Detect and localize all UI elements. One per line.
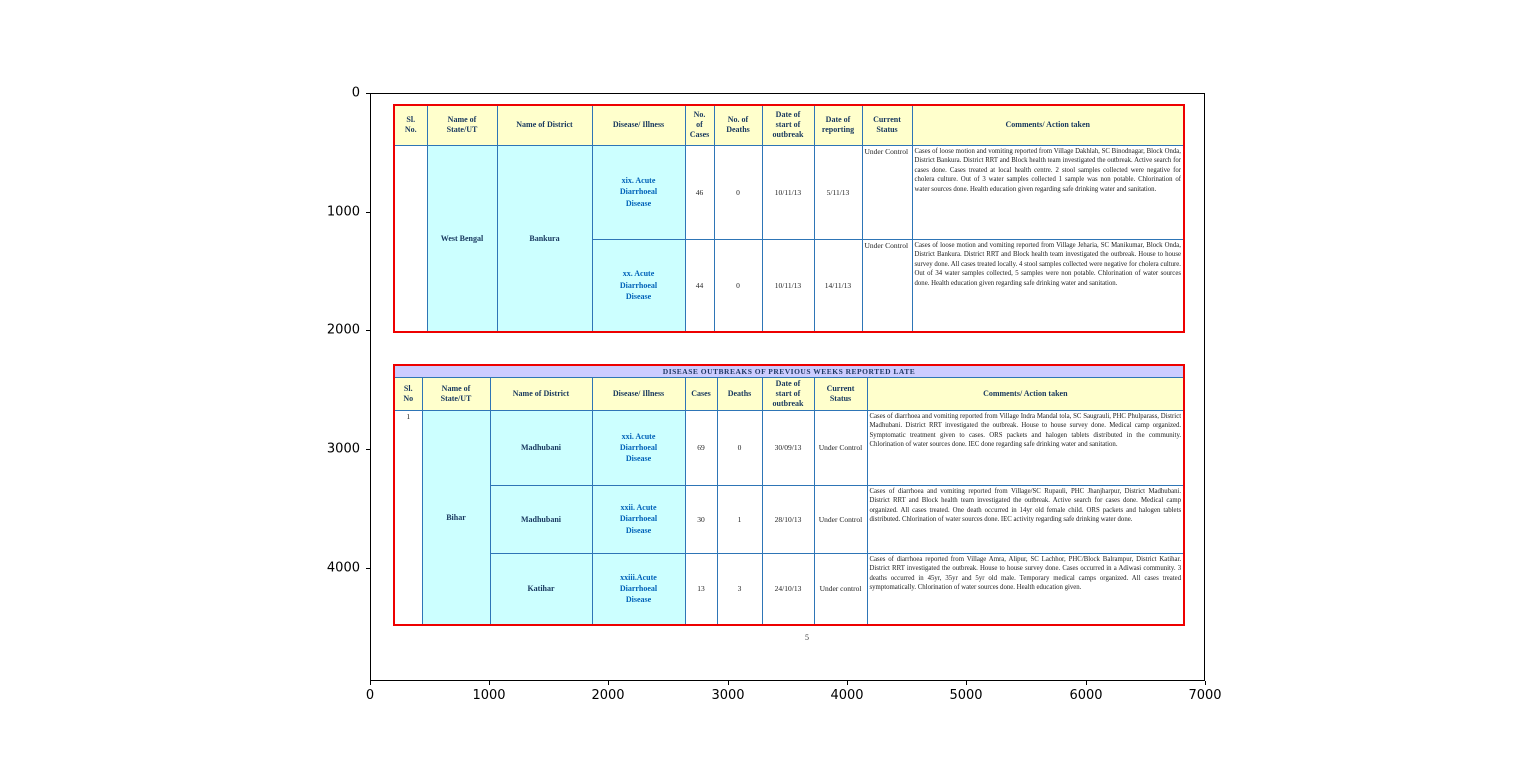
col-header-state: Name of State/UT (426, 104, 498, 146)
cell-district: Katihar (489, 552, 593, 626)
cell-start-date: 28/10/13 (761, 484, 815, 554)
cell-comments: Cases of diarrhoea and vomiting reported… (866, 484, 1185, 554)
col-header-status: Current Status (861, 104, 913, 146)
table2-banner: DISEASE OUTBREAKS OF PREVIOUS WEEKS REPO… (393, 364, 1185, 378)
table-row: Madhubani xxii. Acute Diarrhoeal Disease… (394, 484, 1185, 554)
cell-comments: Cases of diarrhoea and vomiting reported… (866, 409, 1185, 486)
cell-status: Under Control (813, 484, 868, 554)
x-tick-label: 3000 (711, 688, 745, 703)
col-header-deaths: Deaths (716, 376, 763, 411)
cell-disease: xx. Acute Diarrhoeal Disease (591, 238, 686, 333)
x-tick-mark (847, 681, 848, 685)
x-tick-mark (489, 681, 490, 685)
x-tick-label: 7000 (1188, 688, 1222, 703)
y-tick-label: 4000 (326, 560, 360, 576)
x-tick-mark (966, 681, 967, 685)
y-tick-label: 1000 (326, 204, 360, 220)
table2-banner-row: DISEASE OUTBREAKS OF PREVIOUS WEEKS REPO… (393, 364, 1185, 378)
col-header-comments: Comments/ Action taken (911, 104, 1185, 146)
y-tick-mark (366, 449, 370, 450)
table-row: xx. Acute Diarrhoeal Disease 44 0 10/11/… (394, 238, 1185, 333)
y-tick-label: 3000 (326, 441, 360, 457)
col-header-sl-no: Sl. No (393, 376, 423, 411)
table1-header-row: Sl. No. Name of State/UT Name of Distric… (393, 104, 1185, 146)
x-tick-label: 4000 (830, 688, 864, 703)
table2-header-row: Sl. No Name of State/UT Name of District… (393, 376, 1185, 411)
x-tick-label: 0 (365, 688, 375, 703)
page-number: 5 (805, 633, 809, 642)
cell-deaths: 1 (716, 484, 763, 554)
x-tick-mark (370, 681, 371, 685)
col-header-disease: Disease/ Illness (591, 104, 686, 146)
cell-cases: 30 (684, 484, 718, 554)
cell-comments: Cases of loose motion and vomiting repor… (911, 144, 1185, 240)
col-header-start-date: Date of start of outbreak (761, 376, 815, 411)
cell-disease: xxi. Acute Diarrhoeal Disease (591, 409, 686, 486)
cell-status: Under control (813, 552, 868, 626)
x-tick-mark (608, 681, 609, 685)
col-header-cases: No. of Cases (684, 104, 715, 146)
cell-district: Madhubani (489, 409, 593, 486)
cell-disease: xxiii.Acute Diarrhoeal Disease (591, 552, 686, 626)
x-tick-mark (1086, 681, 1087, 685)
cell-cases: 69 (684, 409, 718, 486)
col-header-reporting-date: Date of reporting (813, 104, 863, 146)
y-tick-label: 2000 (326, 322, 360, 338)
cell-deaths: 0 (713, 238, 763, 333)
cell-start-date: 30/09/13 (761, 409, 815, 486)
col-header-sl-no: Sl. No. (393, 104, 428, 146)
col-header-disease: Disease/ Illness (591, 376, 686, 411)
cell-cases: 44 (684, 238, 715, 333)
cell-disease: xxii. Acute Diarrhoeal Disease (591, 484, 686, 554)
cell-cases: 46 (684, 144, 715, 240)
col-header-comments: Comments/ Action taken (866, 376, 1185, 411)
x-tick-mark (1205, 681, 1206, 685)
cell-sl-no: 1 (393, 409, 423, 626)
y-tick-label: 0 (351, 85, 360, 101)
x-tick-mark (728, 681, 729, 685)
cell-reporting-date: 5/11/13 (813, 144, 863, 240)
table-row: Katihar xxiii.Acute Diarrhoeal Disease 1… (394, 552, 1185, 626)
cell-status: Under Control (813, 409, 868, 486)
cell-state: Bihar (421, 409, 491, 626)
col-header-district: Name of District (489, 376, 593, 411)
cell-start-date: 10/11/13 (761, 238, 815, 333)
y-tick-mark (366, 330, 370, 331)
col-header-deaths: No. of Deaths (713, 104, 763, 146)
plot-area: Sl. No. Name of State/UT Name of Distric… (370, 93, 1205, 681)
col-header-start-date: Date of start of outbreak (761, 104, 815, 146)
x-tick-label: 5000 (949, 688, 983, 703)
x-tick-label: 1000 (472, 688, 506, 703)
cell-deaths: 0 (716, 409, 763, 486)
y-tick-mark (366, 568, 370, 569)
cell-start-date: 24/10/13 (761, 552, 815, 626)
x-tick-label: 2000 (591, 688, 625, 703)
cell-start-date: 10/11/13 (761, 144, 815, 240)
col-header-district: Name of District (496, 104, 593, 146)
cell-deaths: 3 (716, 552, 763, 626)
x-tick-label: 6000 (1069, 688, 1103, 703)
cell-district: Bankura (496, 144, 593, 333)
cell-deaths: 0 (713, 144, 763, 240)
y-tick-mark (366, 212, 370, 213)
cell-status: Under Control (861, 144, 913, 240)
table-row: 1 Bihar Madhubani xxi. Acute Diarrhoeal … (393, 409, 1185, 626)
cell-state: West Bengal (426, 144, 498, 333)
cell-comments: Cases of loose motion and vomiting repor… (911, 238, 1185, 333)
cell-comments: Cases of diarrhoea reported from Village… (866, 552, 1185, 626)
cell-sl-no (393, 144, 428, 333)
col-header-cases: Cases (684, 376, 718, 411)
cell-cases: 13 (684, 552, 718, 626)
col-header-status: Current Status (813, 376, 868, 411)
y-tick-mark (366, 93, 370, 94)
cell-disease: xix. Acute Diarrhoeal Disease (591, 144, 686, 240)
cell-status: Under Control (861, 238, 913, 333)
table-row: West Bengal Bankura xix. Acute Diarrhoea… (393, 144, 1185, 333)
outbreak-table-previous-weeks: DISEASE OUTBREAKS OF PREVIOUS WEEKS REPO… (393, 364, 1186, 626)
col-header-state: Name of State/UT (421, 376, 491, 411)
outbreak-table-current-week: Sl. No. Name of State/UT Name of Distric… (393, 104, 1185, 333)
cell-district: Madhubani (489, 484, 593, 554)
cell-reporting-date: 14/11/13 (813, 238, 863, 333)
